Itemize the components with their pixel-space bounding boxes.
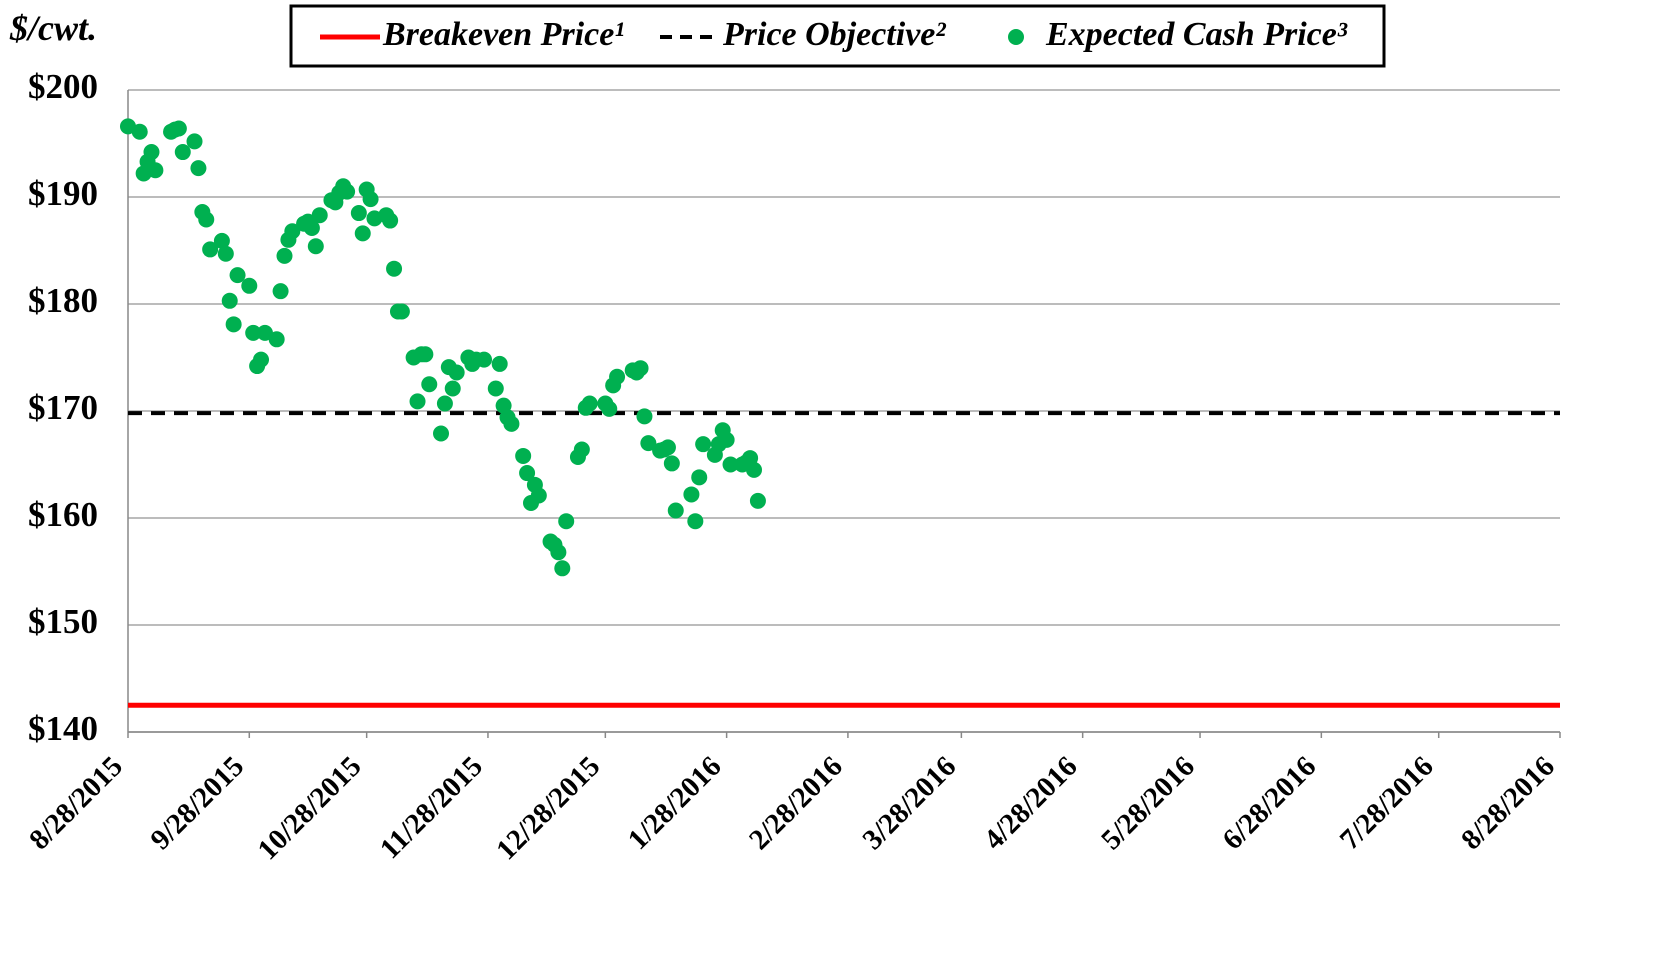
x-tick-label: 9/28/2015 <box>144 750 250 856</box>
data-point <box>687 513 704 530</box>
x-tick-label: 12/28/2015 <box>490 750 606 866</box>
data-point <box>632 360 649 377</box>
data-point <box>636 408 653 425</box>
y-axis-unit: $/cwt. <box>9 8 97 48</box>
data-point <box>659 439 676 456</box>
data-point <box>640 435 657 452</box>
data-point <box>433 425 450 442</box>
data-point <box>202 241 219 258</box>
data-point <box>253 351 270 368</box>
x-tick-label: 3/28/2016 <box>857 750 963 856</box>
data-point <box>718 431 735 448</box>
data-point <box>476 351 493 368</box>
data-point <box>221 292 238 309</box>
y-tick-label: $140 <box>28 709 98 748</box>
data-point <box>409 393 426 410</box>
data-point <box>663 455 680 472</box>
y-tick-label: $180 <box>28 281 98 320</box>
data-point <box>749 492 766 509</box>
data-point <box>268 331 285 348</box>
x-tick-label: 5/28/2016 <box>1095 750 1201 856</box>
data-point <box>147 162 164 179</box>
legend-swatch <box>1008 29 1024 45</box>
data-point <box>350 205 367 222</box>
y-tick-label: $190 <box>28 174 98 213</box>
data-point <box>198 211 215 228</box>
data-point <box>143 144 160 161</box>
y-tick-label: $170 <box>28 388 98 427</box>
legend-box <box>289 4 1386 68</box>
data-point <box>276 247 293 264</box>
y-tick-label: $160 <box>28 495 98 534</box>
x-tick-label: 6/28/2016 <box>1216 750 1322 856</box>
data-point <box>573 441 590 458</box>
data-point <box>339 183 356 200</box>
x-tick-label: 7/28/2016 <box>1334 750 1440 856</box>
data-point <box>284 223 301 240</box>
x-tick-label: 2/28/2016 <box>743 750 849 856</box>
data-point <box>436 395 453 412</box>
legend-label: Expected Cash Price³ <box>1045 16 1348 53</box>
data-point <box>272 283 289 300</box>
data-point <box>386 260 403 277</box>
data-point <box>515 447 532 464</box>
data-point <box>229 267 246 284</box>
legend-label: Price Objective² <box>722 16 946 53</box>
x-tick-label: 1/28/2016 <box>622 750 728 856</box>
data-point <box>241 277 258 294</box>
data-point <box>307 238 324 255</box>
data-point <box>245 324 262 341</box>
data-point <box>581 395 598 412</box>
data-point <box>225 316 242 333</box>
data-point <box>550 544 567 561</box>
data-point <box>448 364 465 381</box>
data-point <box>170 120 187 137</box>
data-point <box>131 123 148 140</box>
data-point <box>354 225 371 242</box>
x-tick-label: 4/28/2016 <box>978 750 1084 856</box>
data-point <box>691 469 708 486</box>
data-point <box>695 436 712 453</box>
data-point <box>487 380 504 397</box>
data-point <box>746 461 763 478</box>
data-point <box>519 465 536 482</box>
data-point <box>303 220 320 237</box>
data-point <box>609 368 626 385</box>
x-tick-label: 8/28/2016 <box>1455 750 1561 856</box>
data-point <box>393 303 410 320</box>
data-point <box>491 355 508 372</box>
x-tick-label: 10/28/2015 <box>252 750 368 866</box>
data-point <box>190 160 207 177</box>
data-point <box>217 245 234 262</box>
x-tick-label: 8/28/2015 <box>23 750 129 856</box>
data-point <box>421 376 438 393</box>
data-point <box>667 502 684 519</box>
data-point <box>311 207 328 224</box>
data-point <box>444 380 461 397</box>
data-point <box>382 212 399 229</box>
data-point <box>503 415 520 432</box>
data-point <box>683 486 700 503</box>
data-point <box>530 487 547 504</box>
data-point <box>256 324 273 341</box>
data-point <box>174 144 191 161</box>
y-tick-label: $150 <box>28 602 98 641</box>
legend-label: Breakeven Price¹ <box>382 16 625 53</box>
data-point <box>601 400 618 417</box>
data-point <box>722 456 739 473</box>
data-point <box>558 513 575 530</box>
y-tick-label: $200 <box>28 67 98 106</box>
data-point <box>186 133 203 150</box>
data-point <box>417 346 434 363</box>
x-tick-label: 11/28/2015 <box>374 750 489 865</box>
data-point <box>213 232 230 249</box>
data-point <box>554 560 571 577</box>
data-point <box>362 191 379 208</box>
